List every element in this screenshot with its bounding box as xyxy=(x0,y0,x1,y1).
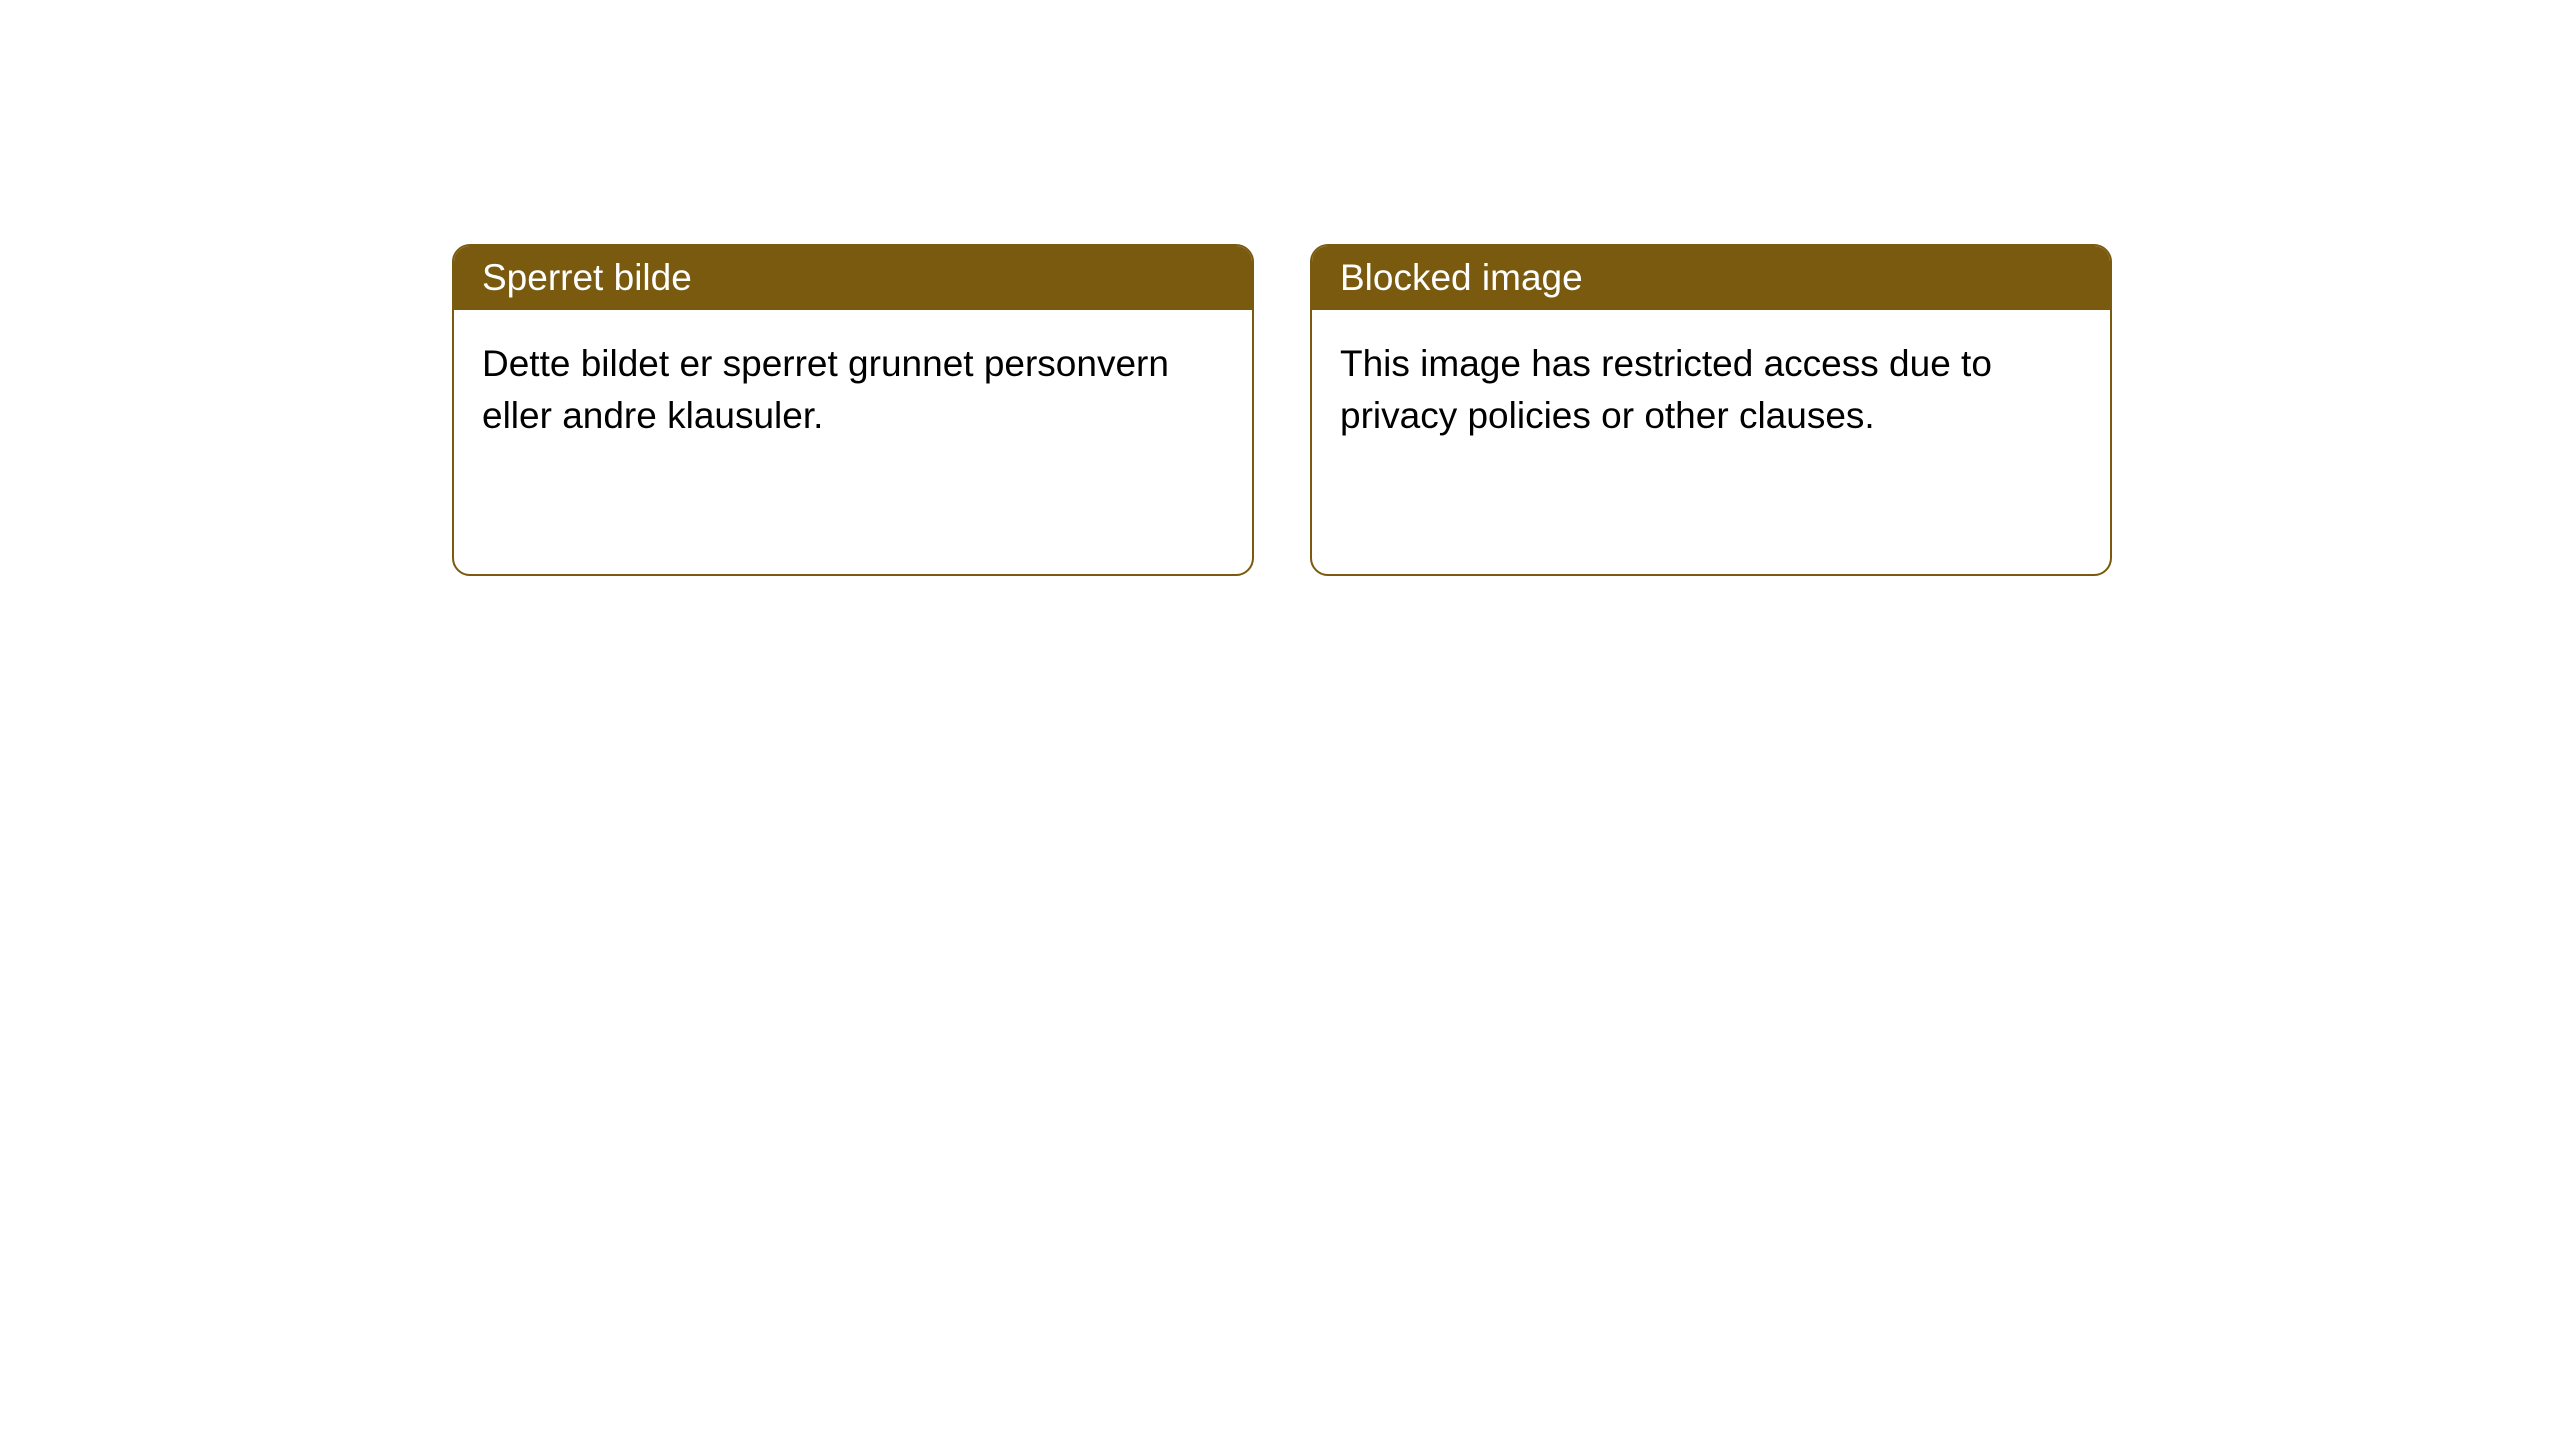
card-body-english: This image has restricted access due to … xyxy=(1312,310,2110,470)
blocked-image-card-english: Blocked image This image has restricted … xyxy=(1310,244,2112,576)
card-header-norwegian: Sperret bilde xyxy=(454,246,1252,310)
card-body-norwegian: Dette bildet er sperret grunnet personve… xyxy=(454,310,1252,470)
blocked-image-card-norwegian: Sperret bilde Dette bildet er sperret gr… xyxy=(452,244,1254,576)
card-header-english: Blocked image xyxy=(1312,246,2110,310)
notice-container: Sperret bilde Dette bildet er sperret gr… xyxy=(0,0,2560,576)
